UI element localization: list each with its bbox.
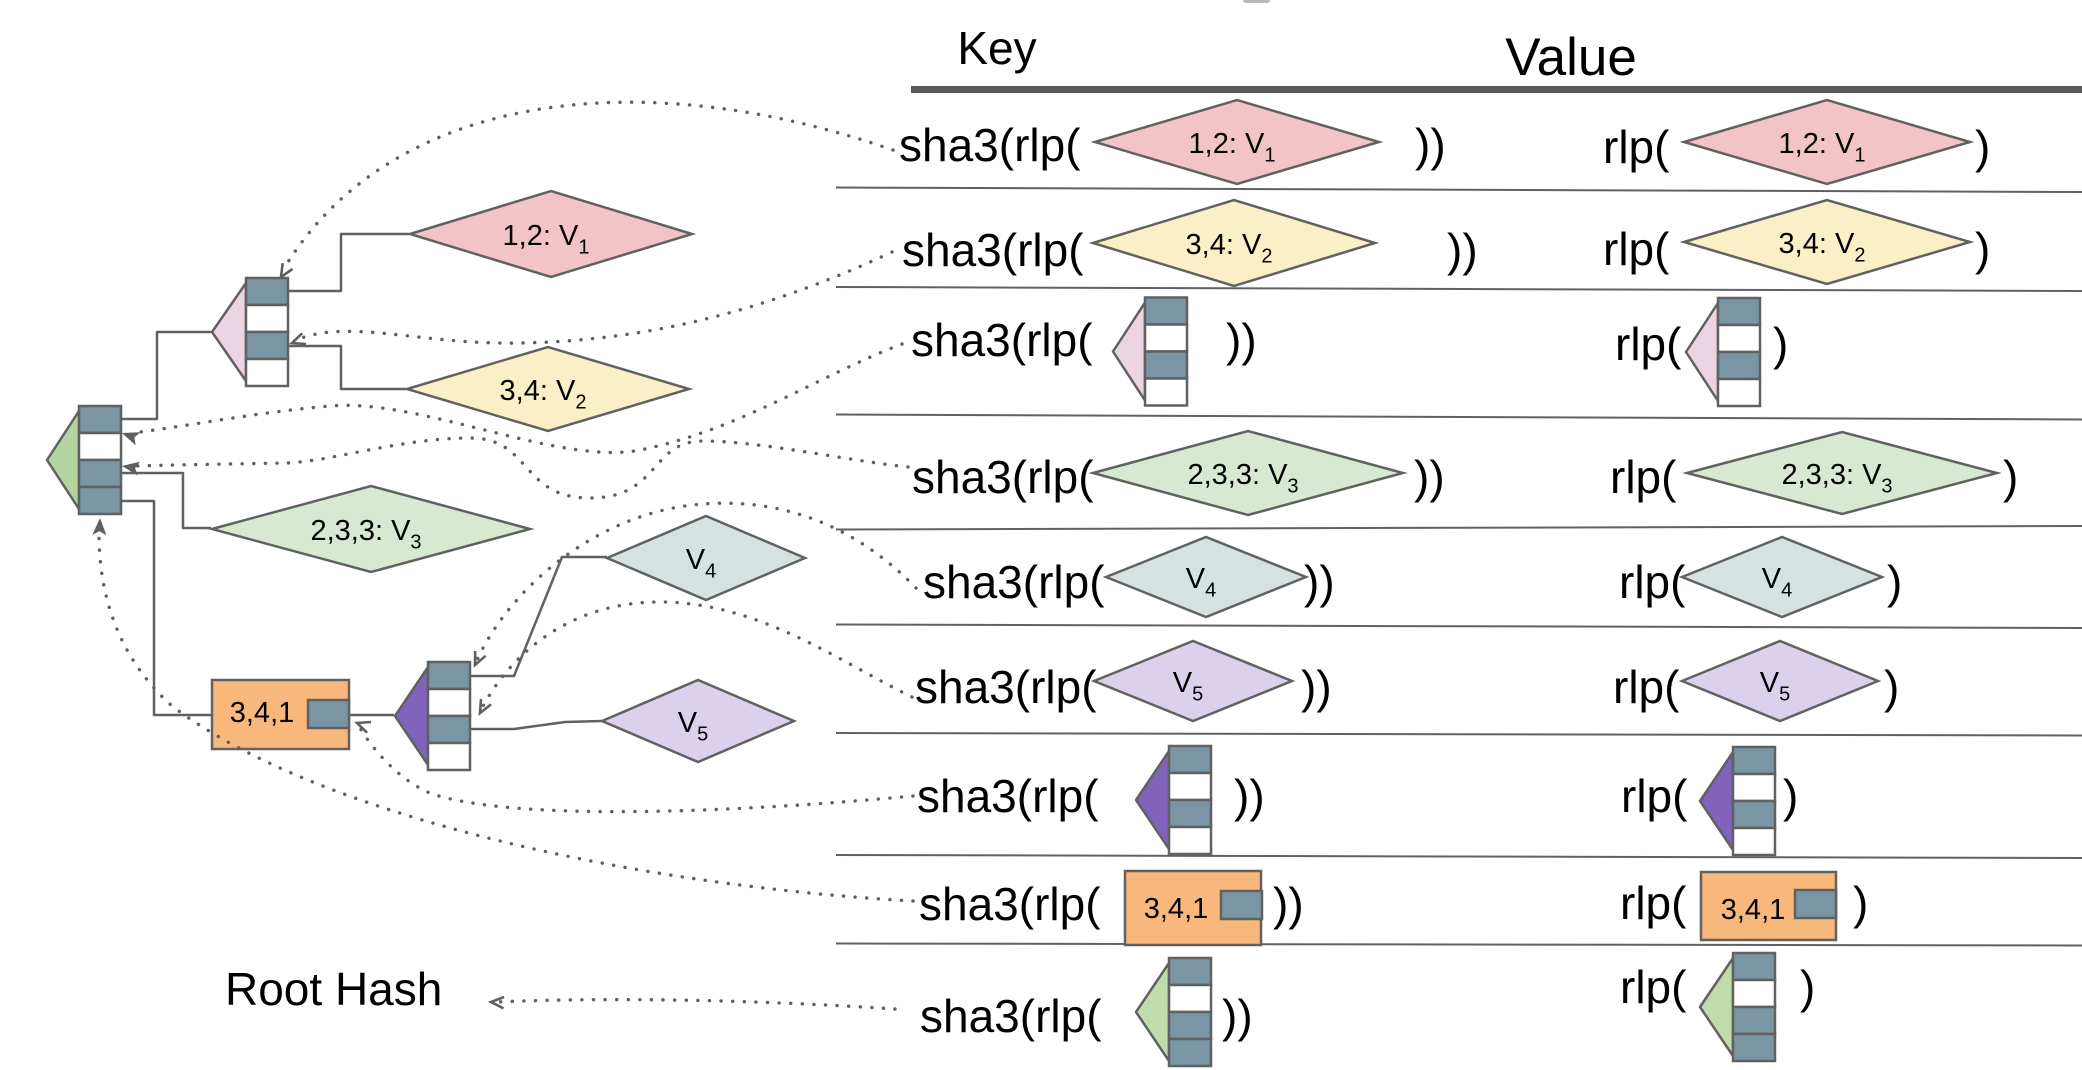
svg-text:rlp(: rlp( <box>1613 661 1680 713</box>
svg-text:sha3(rlp(: sha3(rlp( <box>923 556 1105 608</box>
svg-text:Key: Key <box>957 22 1036 74</box>
svg-text:): ) <box>1773 318 1788 370</box>
svg-text:): ) <box>1884 661 1899 713</box>
svg-text:rlp(: rlp( <box>1620 961 1687 1013</box>
svg-text:): ) <box>1853 877 1868 929</box>
svg-text:sha3(rlp(: sha3(rlp( <box>919 878 1101 930</box>
svg-text:rlp(: rlp( <box>1620 877 1687 929</box>
svg-text:Root Hash: Root Hash <box>225 963 442 1015</box>
svg-text:)): )) <box>1304 556 1335 608</box>
svg-text:): ) <box>1887 556 1902 608</box>
svg-text:sha3(rlp(: sha3(rlp( <box>920 990 1102 1042</box>
svg-text:rlp(: rlp( <box>1610 451 1677 503</box>
svg-text:)): )) <box>1226 314 1257 366</box>
svg-text:rlp(: rlp( <box>1603 121 1670 173</box>
svg-text:)): )) <box>1447 224 1478 276</box>
svg-text:): ) <box>1800 961 1815 1013</box>
svg-text:): ) <box>2003 451 2018 503</box>
svg-text:)): )) <box>1234 770 1265 822</box>
svg-text:)): )) <box>1415 119 1446 171</box>
svg-text:rlp(: rlp( <box>1615 318 1682 370</box>
svg-text:sha3(rlp(: sha3(rlp( <box>902 224 1084 276</box>
svg-text:rlp(: rlp( <box>1619 556 1686 608</box>
svg-text:)): )) <box>1301 661 1332 713</box>
svg-text:): ) <box>1975 121 1990 173</box>
svg-text:sha3(rlp(: sha3(rlp( <box>915 661 1097 713</box>
svg-text:sha3(rlp(: sha3(rlp( <box>912 451 1094 503</box>
svg-text:3,4,1: 3,4,1 <box>1144 893 1209 925</box>
svg-text:): ) <box>1783 770 1798 822</box>
svg-text:)): )) <box>1414 451 1445 503</box>
svg-text:)): )) <box>1273 878 1304 930</box>
svg-text:sha3(rlp(: sha3(rlp( <box>899 119 1081 171</box>
svg-text:sha3(rlp(: sha3(rlp( <box>911 314 1093 366</box>
svg-text:3,4,1: 3,4,1 <box>1721 894 1786 926</box>
svg-text:sha3(rlp(: sha3(rlp( <box>917 770 1099 822</box>
svg-text:3,4,1: 3,4,1 <box>230 697 295 729</box>
svg-text:)): )) <box>1222 990 1253 1042</box>
svg-text:rlp(: rlp( <box>1621 770 1688 822</box>
svg-text:): ) <box>1975 223 1990 275</box>
svg-text:rlp(: rlp( <box>1603 223 1670 275</box>
svg-text:Value: Value <box>1505 28 1637 87</box>
